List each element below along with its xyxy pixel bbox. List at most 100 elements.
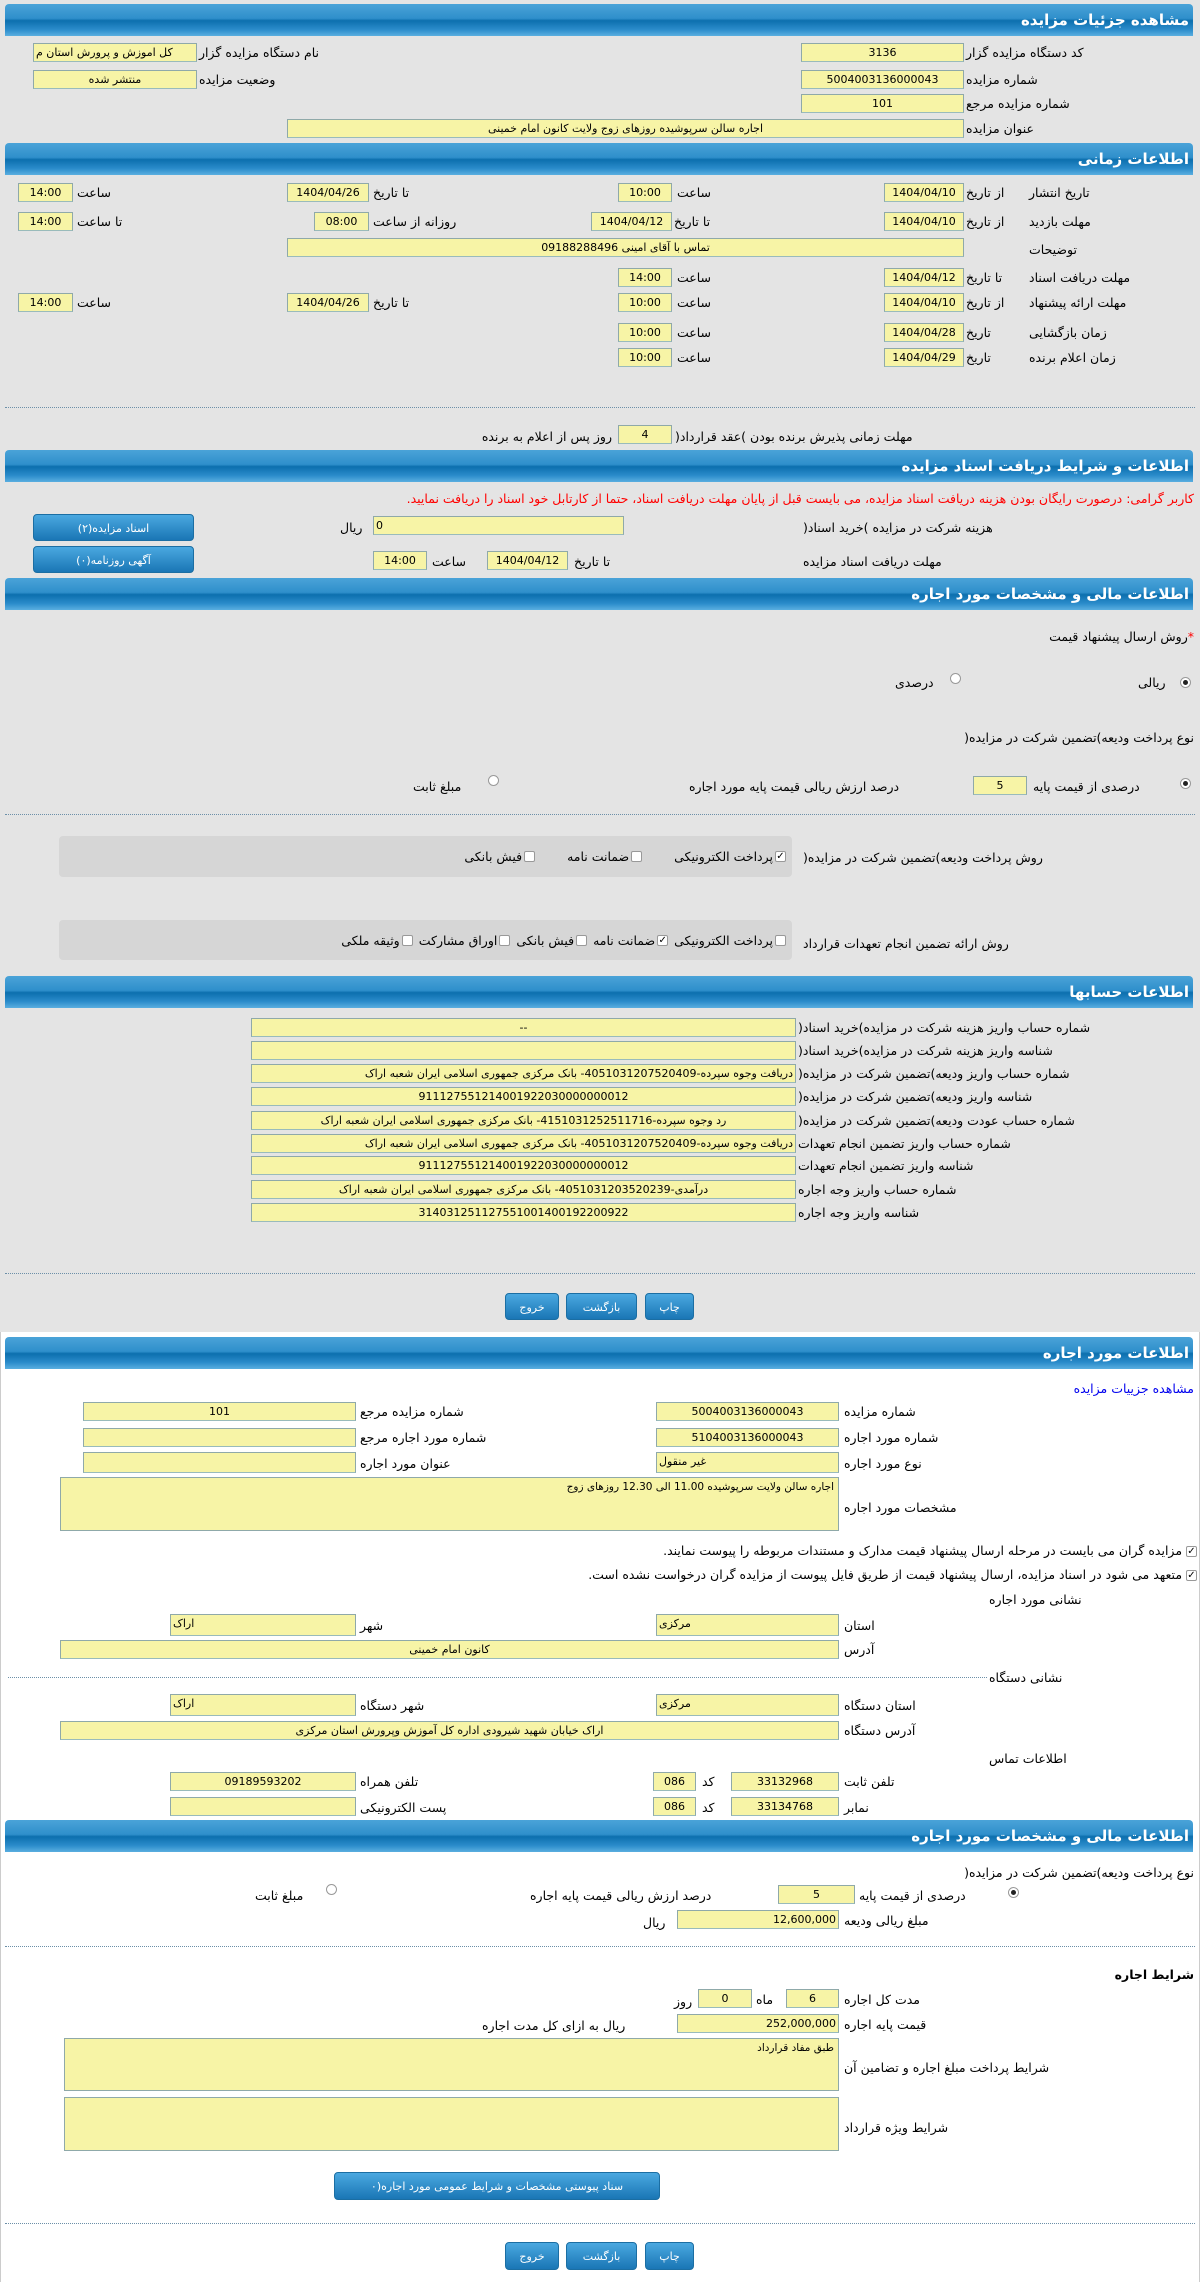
visit-daily-from[interactable]: 08:00: [314, 212, 369, 231]
checkbox[interactable]: [499, 934, 511, 946]
months-field[interactable]: 6: [786, 1989, 839, 2008]
guarantee-option-guarantee[interactable]: ✓ ضمانت نامه: [593, 933, 669, 948]
mobile-field[interactable]: 09189593202: [170, 1772, 356, 1791]
docs-deadline-time[interactable]: 14:00: [373, 551, 427, 570]
account-field[interactable]: 911127551214001922030000000012: [251, 1087, 796, 1106]
auction-docs-button[interactable]: اسناد مزایده(۲): [33, 514, 194, 541]
account-field[interactable]: 911127551214001922030000000012: [251, 1156, 796, 1175]
contract-days-field[interactable]: 4: [618, 425, 672, 444]
back-button[interactable]: بازگشت: [566, 1293, 637, 1320]
account-field[interactable]: دریافت وجوه سپرده-4051031207520409- بانک…: [251, 1134, 796, 1153]
visit-to-time[interactable]: 14:00: [18, 212, 73, 231]
province-label: استان: [844, 1618, 875, 1633]
guarantee-option-bank-slip[interactable]: فیش بانکی: [516, 933, 588, 948]
special-terms-textarea[interactable]: [64, 2097, 839, 2151]
lease-percent-field[interactable]: 5: [778, 1885, 855, 1904]
ref-no-field[interactable]: 101: [801, 94, 964, 113]
proposal-to-time[interactable]: 14:00: [18, 293, 73, 312]
opening-date[interactable]: 1404/04/28: [884, 323, 964, 342]
checkbox[interactable]: [775, 934, 786, 946]
proposal-from-date[interactable]: 1404/04/10: [884, 293, 964, 312]
winner-time[interactable]: 10:00: [618, 348, 672, 367]
guarantee-option-electronic[interactable]: پرداخت الکترونیکی: [674, 933, 786, 948]
checkbox[interactable]: [576, 934, 588, 946]
exit-button[interactable]: خروج: [505, 2242, 559, 2270]
address-field[interactable]: کانون امام خمینی: [60, 1640, 839, 1659]
phone-code-field[interactable]: 086: [653, 1772, 696, 1791]
org-address-field[interactable]: اراک خیابان شهید شیرودی اداره کل آموزش و…: [60, 1721, 839, 1740]
docs-deadline-date[interactable]: 1404/04/12: [884, 268, 964, 287]
account-field[interactable]: درآمدی-4051031203520239- بانک مرکزی جمهو…: [251, 1180, 796, 1199]
opening-time[interactable]: 10:00: [618, 323, 672, 342]
city-field[interactable]: اراک: [170, 1614, 356, 1636]
lease-percent-radio[interactable]: [1008, 1887, 1019, 1898]
deposit-option-bank-slip[interactable]: فیش بانکی: [464, 849, 536, 864]
org-name-field[interactable]: کل اموزش و پرورش استان م: [33, 43, 197, 62]
deposit-option-guarantee[interactable]: ضمانت نامه: [567, 849, 643, 864]
publish-to-date[interactable]: 1404/04/26: [287, 183, 369, 202]
org-code-field[interactable]: 3136: [801, 43, 964, 62]
exit-button[interactable]: خروج: [505, 1293, 559, 1320]
back-button[interactable]: بازگشت: [566, 2242, 637, 2270]
rial-radio[interactable]: [1180, 677, 1191, 688]
lease-ref-no[interactable]: 101: [83, 1402, 356, 1421]
title-field[interactable]: اجاره سالن سرپوشیده روزهای زوج ولایت کان…: [287, 119, 964, 138]
fax-field[interactable]: 33134768: [731, 1797, 839, 1816]
winner-date[interactable]: 1404/04/29: [884, 348, 964, 367]
account-field[interactable]: دریافت وجوه سپرده-4051031207520409- بانک…: [251, 1064, 796, 1083]
publish-to-time[interactable]: 14:00: [18, 183, 73, 202]
account-field[interactable]: --: [251, 1018, 796, 1037]
percent-of-base-radio[interactable]: [1180, 778, 1191, 789]
visit-from-date[interactable]: 1404/04/10: [884, 212, 964, 231]
checkbox[interactable]: ✓: [657, 934, 669, 946]
auction-no-field[interactable]: 5004003136000043: [801, 70, 964, 89]
lease-type[interactable]: غیر منقول: [656, 1452, 839, 1473]
print-button[interactable]: چاپ: [645, 1293, 694, 1320]
lease-item-title[interactable]: [83, 1452, 356, 1473]
proposal-to-date[interactable]: 1404/04/26: [287, 293, 369, 312]
auction-details-link[interactable]: مشاهده جزییات مزایده: [1073, 1381, 1194, 1396]
publish-from-time[interactable]: 10:00: [618, 183, 672, 202]
lease-item-no[interactable]: 5104003136000043: [656, 1428, 839, 1447]
payment-terms-textarea[interactable]: طبق مفاد قرارداد: [64, 2038, 839, 2091]
email-field[interactable]: [170, 1797, 356, 1816]
org-city-field[interactable]: اراک: [170, 1694, 356, 1716]
status-field[interactable]: منتشر شده: [33, 70, 197, 89]
account-field[interactable]: رد وجوه سپرده-4151031252511716- بانک مرک…: [251, 1111, 796, 1130]
guarantee-option-bonds[interactable]: اوراق مشارکت: [419, 933, 511, 948]
account-field[interactable]: [251, 1041, 796, 1060]
lease-fixed-radio[interactable]: [326, 1884, 337, 1895]
checkbox[interactable]: [631, 851, 643, 862]
print-button[interactable]: چاپ: [645, 2242, 694, 2270]
base-price-field[interactable]: 252,000,000: [677, 2014, 839, 2033]
lease-auction-no[interactable]: 5004003136000043: [656, 1402, 839, 1421]
days-field[interactable]: 0: [698, 1989, 752, 2008]
deposit-amount-field[interactable]: 12,600,000: [677, 1910, 839, 1929]
org-province-field[interactable]: مرکزی: [656, 1694, 839, 1716]
province-field[interactable]: مرکزی: [656, 1614, 839, 1636]
fee-field[interactable]: 0: [373, 516, 624, 535]
notes-field[interactable]: تماس با آقای امینی 09188288496: [287, 238, 964, 257]
guarantee-option-property[interactable]: وثیقه ملکی: [341, 933, 413, 948]
visit-to-date[interactable]: 1404/04/12: [591, 212, 672, 231]
docs-deadline-time[interactable]: 14:00: [618, 268, 672, 287]
fixed-amount-radio[interactable]: [488, 775, 499, 786]
checkbox[interactable]: [401, 934, 413, 946]
checkbox[interactable]: ✓: [775, 851, 786, 862]
checkbox[interactable]: ✓: [1186, 1570, 1197, 1581]
lease-spec-textarea[interactable]: اجاره سالن ولایت سرپوشیده 11.00 الی 12.3…: [60, 1477, 839, 1531]
attachments-button[interactable]: سناد پیوستی مشخصات و شرایط عمومی مورد اج…: [334, 2172, 660, 2200]
lease-item-ref[interactable]: [83, 1428, 356, 1447]
checkbox[interactable]: [524, 851, 536, 862]
phone-field[interactable]: 33132968: [731, 1772, 839, 1791]
percent-field[interactable]: 5: [973, 776, 1027, 795]
publish-from-date[interactable]: 1404/04/10: [884, 183, 964, 202]
fax-code-field[interactable]: 086: [653, 1797, 696, 1816]
docs-deadline-date[interactable]: 1404/04/12: [487, 551, 568, 570]
newspaper-ads-button[interactable]: آگهی روزنامه(۰): [33, 546, 194, 573]
checkbox[interactable]: ✓: [1186, 1546, 1197, 1557]
percent-radio[interactable]: [950, 673, 961, 684]
proposal-from-time[interactable]: 10:00: [618, 293, 672, 312]
account-field[interactable]: 314031251127551001400192200922: [251, 1203, 796, 1222]
deposit-option-electronic[interactable]: ✓ پرداخت الکترونیکی: [674, 849, 786, 864]
